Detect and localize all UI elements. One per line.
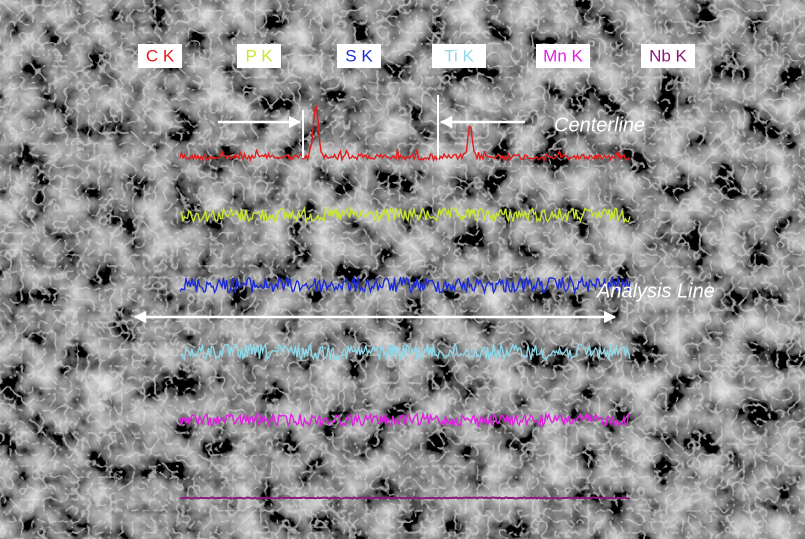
legend-entry: Nb K (641, 44, 695, 68)
analysis-line-label: Analysis Line (596, 280, 715, 302)
legend-label: S K (345, 46, 373, 65)
micrograph: C K P K S K Ti K Mn K Nb K Centerline Analysi… (0, 0, 805, 539)
page: {"legend": [ {"label": "C K", "color": "… (0, 0, 805, 539)
legend-label: Ti K (444, 46, 474, 65)
centerline-label: Centerline (554, 114, 645, 136)
legend-entry: Mn K (536, 44, 590, 68)
legend-label: Nb K (649, 46, 687, 65)
sem-background (0, 0, 805, 539)
legend-entry: P K (237, 44, 281, 68)
line-scan (180, 497, 630, 498)
legend-entry: C K (138, 44, 182, 68)
legend-entry: S K (337, 44, 381, 68)
legend-entry: Ti K (432, 44, 486, 68)
legend-label: P K (245, 46, 273, 65)
legend-label: C K (146, 46, 175, 65)
legend-label: Mn K (543, 46, 583, 65)
